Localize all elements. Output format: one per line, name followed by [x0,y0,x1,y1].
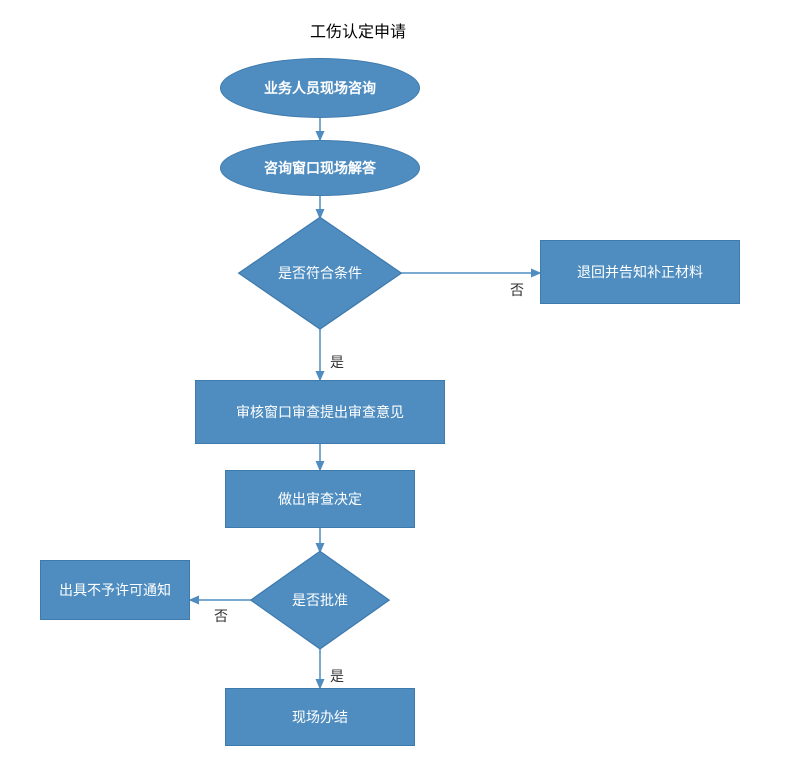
edge-label-n7-n8: 否 [214,606,228,626]
node-label: 是否批准 [252,552,388,648]
page-title: 工伤认定申请 [310,18,406,42]
edge-label-n3-n5: 是 [330,352,344,372]
node-n6: 做出审查决定 [225,470,415,528]
node-n2: 咨询窗口现场解答 [220,140,420,196]
node-n1: 业务人员现场咨询 [220,58,420,118]
node-label: 做出审查决定 [278,490,362,508]
node-label: 咨询窗口现场解答 [264,159,376,177]
node-label: 是否符合条件 [240,218,400,328]
node-label: 出具不予许可通知 [59,581,171,599]
node-label: 业务人员现场咨询 [264,79,376,97]
node-n9: 现场办结 [225,688,415,746]
edge-label-n3-n4: 否 [510,280,524,300]
node-label: 现场办结 [292,708,348,726]
node-n5: 审核窗口审查提出审查意见 [195,380,445,444]
edge-label-n7-n9: 是 [330,666,344,686]
node-label: 审核窗口审查提出审查意见 [236,403,404,421]
node-n4: 退回并告知补正材料 [540,240,740,304]
node-n8: 出具不予许可通知 [40,560,190,620]
node-label: 退回并告知补正材料 [577,263,703,281]
node-n7: 是否批准 [252,552,388,648]
node-n3: 是否符合条件 [240,218,400,328]
